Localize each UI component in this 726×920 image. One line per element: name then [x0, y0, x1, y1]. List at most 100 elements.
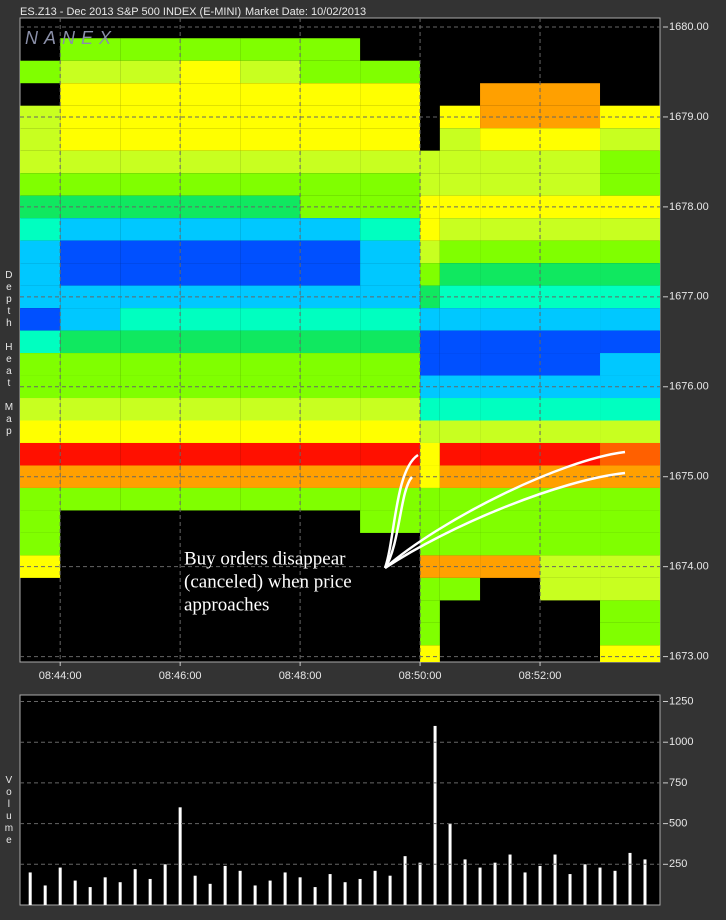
heat-cell — [439, 487, 481, 511]
heat-cell — [420, 308, 440, 331]
heat-cell — [20, 60, 61, 84]
annotation-line: approaches — [184, 594, 269, 615]
heat-cell — [120, 285, 181, 309]
heat-cell — [439, 577, 481, 601]
volume-bar — [433, 725, 437, 905]
heat-cell — [300, 60, 361, 84]
heat-cell — [20, 375, 61, 399]
heat-cell — [360, 240, 421, 264]
heat-cell — [540, 173, 601, 196]
heat-cell — [60, 240, 121, 264]
heat-cell — [420, 510, 440, 533]
volume-bar — [313, 887, 317, 905]
y-tick-label: 1677.00 — [669, 291, 709, 303]
heat-cell — [120, 173, 181, 196]
heat-cell — [120, 38, 181, 61]
heat-cell — [480, 532, 541, 556]
heat-cell — [120, 195, 181, 219]
heat-cell — [540, 150, 601, 174]
heat-cell — [120, 128, 181, 151]
heat-cell — [60, 487, 121, 511]
y-tick-label: 1673.00 — [669, 651, 709, 663]
volume-bar — [223, 865, 227, 905]
heat-cell — [439, 263, 481, 286]
arrow — [384, 471, 626, 570]
heat-cell — [120, 60, 181, 84]
volume-bar — [418, 862, 422, 905]
heat-cell — [480, 353, 541, 376]
heat-cell — [240, 60, 301, 84]
annotation-line: (canceled) when price — [184, 571, 352, 592]
heat-cell — [300, 38, 361, 61]
heat-cell — [60, 218, 121, 241]
heat-cell — [180, 420, 241, 443]
volume-bar — [538, 865, 542, 905]
heat-cell — [240, 465, 301, 488]
heat-cell — [180, 60, 241, 84]
heat-cell — [420, 577, 440, 601]
volume-plot — [19, 694, 661, 906]
volume-bar — [88, 887, 92, 905]
heat-cell — [540, 442, 601, 466]
heat-cell — [20, 218, 61, 241]
heat-cell — [180, 83, 241, 106]
heat-cell — [60, 38, 121, 61]
heat-cell — [240, 240, 301, 264]
volume-bar — [328, 874, 332, 905]
y-axis-label: Volume — [3, 775, 14, 847]
volume-bar — [133, 869, 137, 905]
heat-cell — [600, 240, 660, 264]
arrow — [383, 453, 419, 569]
heat-cell — [360, 285, 421, 309]
annotation: Buy orders disappear (canceled) when pri… — [184, 548, 352, 615]
volume-bar — [358, 878, 362, 905]
volume-bar — [268, 880, 272, 905]
volume-bar — [343, 882, 347, 905]
heat-cell — [540, 330, 601, 354]
heat-cell — [120, 420, 181, 443]
heat-cell — [20, 105, 61, 129]
heat-cell — [540, 263, 601, 286]
heat-cell — [60, 150, 121, 174]
heat-cell — [120, 353, 181, 376]
volume-bar — [613, 870, 617, 905]
heat-cell — [180, 173, 241, 196]
volume-bar — [493, 862, 497, 905]
heat-cell — [300, 398, 361, 421]
heat-cell — [600, 622, 660, 646]
heat-cell — [240, 308, 301, 331]
heat-cell — [180, 38, 241, 61]
heat-cell — [540, 308, 601, 331]
heat-cell — [360, 83, 421, 106]
volume-bar — [583, 864, 587, 905]
heat-cell — [60, 420, 121, 443]
heat-cell — [20, 150, 61, 174]
heat-cell — [300, 218, 361, 241]
y-tick-label: 1674.00 — [669, 561, 709, 573]
heat-cell — [600, 577, 660, 601]
grid-layer: 1673.00 1674.00 1675.00 1676.00 1677.00 1678.… — [20, 18, 709, 905]
heat-cell — [540, 353, 601, 376]
heat-cell — [20, 240, 61, 264]
heat-cell — [240, 398, 301, 421]
heat-cell — [439, 375, 481, 399]
heat-cell — [420, 487, 440, 511]
heat-cell — [540, 218, 601, 241]
heat-cell — [240, 128, 301, 151]
heat-cell — [180, 240, 241, 264]
heat-cell — [20, 353, 61, 376]
x-tick-label: 08:48:00 — [279, 670, 322, 682]
heat-cell — [600, 173, 660, 196]
heat-cell — [240, 173, 301, 196]
y-tick-label: 1676.00 — [669, 381, 709, 393]
heat-cell — [360, 128, 421, 151]
y-tick-label: 1678.00 — [669, 201, 709, 213]
heat-cell — [439, 398, 481, 421]
heat-cell — [540, 128, 601, 151]
heat-cell — [420, 398, 440, 421]
heat-cell — [540, 105, 601, 129]
heat-cell — [420, 173, 440, 196]
heat-cell — [540, 532, 601, 556]
heat-cell — [300, 263, 361, 286]
